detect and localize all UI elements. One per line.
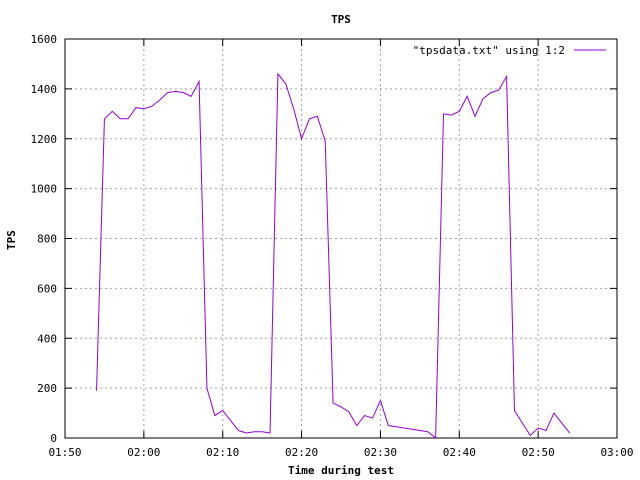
- x-tick-label-7: 03:00: [600, 446, 633, 459]
- y-tick-label-8: 1600: [31, 33, 58, 46]
- legend-label-0: "tpsdata.txt" using 1:2: [413, 44, 565, 57]
- axis-layer: [64, 38, 618, 439]
- y-tick-label-0: 0: [50, 432, 57, 445]
- grid-layer: [65, 39, 617, 438]
- y-tick-label-6: 1200: [31, 133, 58, 146]
- y-tick-label-1: 200: [37, 382, 57, 395]
- y-tick-label-5: 1000: [31, 183, 58, 196]
- series-line-0: [96, 72, 571, 440]
- legend-layer: "tpsdata.txt" using 1:2: [413, 44, 606, 57]
- y-axis-label: TPS: [5, 230, 18, 250]
- x-tick-label-6: 02:50: [522, 446, 555, 459]
- series-layer: [96, 72, 571, 440]
- x-tick-label-4: 02:30: [364, 446, 397, 459]
- x-tick-label-3: 02:20: [285, 446, 318, 459]
- x-tick-label-5: 02:40: [443, 446, 476, 459]
- x-tick-label-1: 02:00: [127, 446, 160, 459]
- x-tick-label-2: 02:10: [206, 446, 239, 459]
- y-tick-label-2: 400: [37, 332, 57, 345]
- y-tick-label-7: 1400: [31, 83, 58, 96]
- y-tick-label-4: 800: [37, 233, 57, 246]
- x-axis-label: Time during test: [288, 464, 394, 477]
- y-tick-label-3: 600: [37, 282, 57, 295]
- x-tick-label-0: 01:50: [48, 446, 81, 459]
- tick-label-layer: 0 200 400 600 800 1000 1200 1400 1600 01:50 02:00 0…: [31, 33, 634, 459]
- chart-title: TPS: [331, 13, 351, 26]
